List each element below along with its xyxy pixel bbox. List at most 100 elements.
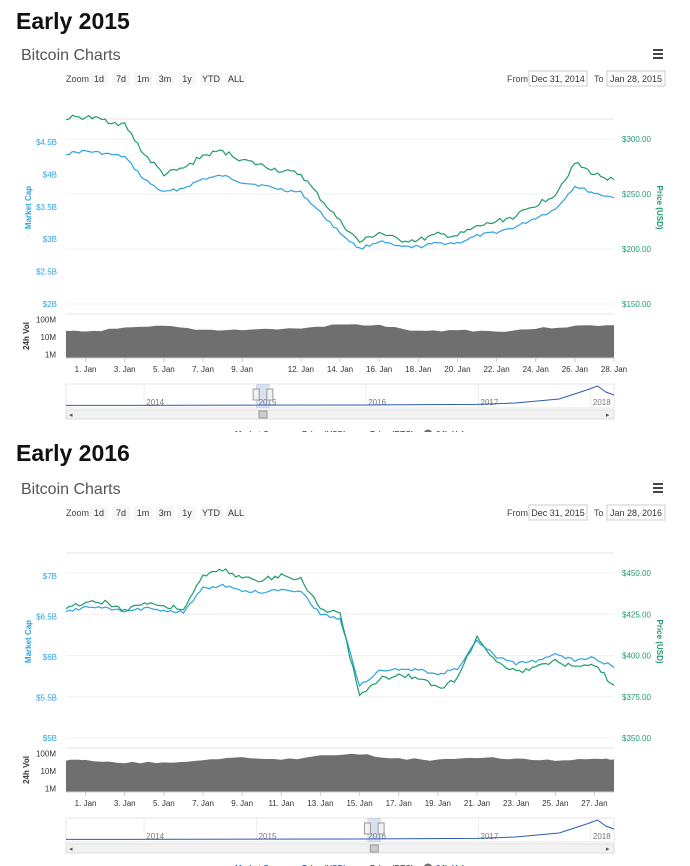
x-tick-label: 13. Jan	[307, 799, 333, 808]
x-tick-label: 20. Jan	[444, 365, 470, 374]
navigator-scrollbar-thumb[interactable]	[370, 845, 378, 852]
right-tick-label: $200.00	[622, 245, 651, 254]
navigator-handle[interactable]	[364, 823, 370, 834]
x-tick-label: 21. Jan	[464, 799, 490, 808]
scroll-right-arrow-icon[interactable]: ▸	[606, 846, 610, 853]
zoom-button-label: 1d	[94, 508, 104, 518]
volume-tick-label: 10M	[40, 333, 56, 342]
zoom-button-7d[interactable]: 7d	[112, 506, 130, 520]
x-tick-label: 5. Jan	[153, 365, 175, 374]
section-heading: Early 2015	[16, 8, 130, 35]
x-tick-label: 22. Jan	[483, 365, 509, 374]
navigator-year-label: 2017	[481, 832, 499, 841]
navigator-scrollbar-track[interactable]	[66, 844, 614, 853]
price-usd-line	[66, 115, 614, 242]
to-date-input[interactable]: Jan 28, 2015	[607, 71, 665, 86]
x-tick-label: 1. Jan	[75, 799, 97, 808]
zoom-button-1m[interactable]: 1m	[134, 506, 152, 520]
left-tick-label: $6.5B	[36, 613, 57, 622]
x-tick-label: 25. Jan	[542, 799, 568, 808]
x-tick-label: 14. Jan	[327, 365, 353, 374]
zoom-button-label: YTD	[202, 508, 221, 518]
navigator-handle-box	[364, 823, 370, 834]
to-label: To	[594, 74, 604, 84]
zoom-button-1d[interactable]: 1d	[90, 506, 108, 520]
zoom-button-label: 3m	[159, 508, 172, 518]
to-date-value: Jan 28, 2015	[610, 74, 662, 84]
menu-bar	[653, 57, 663, 59]
left-tick-label: $2.5B	[36, 268, 57, 277]
zoom-button-1d[interactable]: 1d	[90, 72, 108, 86]
zoom-button-ytd[interactable]: YTD	[200, 506, 222, 520]
navigator-year-label: 2015	[259, 832, 277, 841]
zoom-label: Zoom	[66, 508, 89, 518]
from-label: From	[507, 508, 528, 518]
x-tick-label: 16. Jan	[366, 365, 392, 374]
zoom-button-3m[interactable]: 3m	[156, 506, 174, 520]
right-tick-label: $375.00	[622, 693, 651, 702]
from-date-input[interactable]: Dec 31, 2014	[529, 71, 587, 86]
menu-bar	[653, 49, 663, 51]
left-axis-title: Market Cap	[24, 186, 33, 229]
zoom-button-ytd[interactable]: YTD	[200, 72, 222, 86]
chart-title: Bitcoin Charts	[21, 47, 121, 64]
right-tick-label: $350.00	[622, 734, 651, 743]
right-axis-title: Price (USD)	[655, 619, 664, 663]
x-tick-label: 9. Jan	[231, 799, 253, 808]
scroll-right-arrow-icon[interactable]: ▸	[606, 412, 610, 419]
navigator-scrollbar-thumb[interactable]	[259, 411, 267, 418]
zoom-button-3m[interactable]: 3m	[156, 72, 174, 86]
zoom-button-label: ALL	[228, 74, 244, 84]
zoom-button-all[interactable]: ALL	[226, 506, 246, 520]
menu-bar	[653, 483, 663, 485]
volume-area	[66, 754, 614, 792]
navigator-handle-box	[378, 823, 384, 834]
navigator-handle[interactable]	[253, 389, 259, 400]
navigator-scrollbar-track[interactable]	[66, 410, 614, 419]
x-tick-label: 5. Jan	[153, 799, 175, 808]
x-tick-label: 12. Jan	[288, 365, 314, 374]
left-tick-label: $2B	[43, 300, 57, 309]
volume-tick-label: 100M	[36, 749, 56, 758]
from-label: From	[507, 74, 528, 84]
from-date-value: Dec 31, 2014	[531, 74, 585, 84]
zoom-button-label: 1m	[137, 508, 150, 518]
to-date-value: Jan 28, 2016	[610, 508, 662, 518]
zoom-button-7d[interactable]: 7d	[112, 72, 130, 86]
left-tick-label: $3B	[43, 235, 57, 244]
hamburger-menu-icon[interactable]	[653, 483, 663, 493]
zoom-button-all[interactable]: ALL	[226, 72, 246, 86]
right-tick-label: $425.00	[622, 610, 651, 619]
menu-bar	[653, 487, 663, 489]
zoom-button-1m[interactable]: 1m	[134, 72, 152, 86]
scroll-left-arrow-icon[interactable]: ◂	[69, 846, 73, 853]
navigator-year-label: 2016	[368, 398, 386, 407]
right-tick-label: $400.00	[622, 652, 651, 661]
x-tick-label: 3. Jan	[114, 799, 136, 808]
x-tick-label: 17. Jan	[386, 799, 412, 808]
menu-bar	[653, 53, 663, 55]
zoom-button-1y[interactable]: 1y	[178, 506, 196, 520]
scroll-left-arrow-icon[interactable]: ◂	[69, 412, 73, 419]
left-axis-title: Market Cap	[24, 620, 33, 663]
right-tick-label: $150.00	[622, 300, 651, 309]
navigator-handle[interactable]	[378, 823, 384, 834]
left-tick-label: $4B	[43, 170, 57, 179]
right-axis-title: Price (USD)	[655, 185, 664, 229]
volume-tick-label: 10M	[40, 767, 56, 776]
navigator-handle-box	[253, 389, 259, 400]
navigator-year-label: 2018	[593, 832, 611, 841]
menu-bar	[653, 491, 663, 493]
volume-area	[66, 324, 614, 358]
zoom-button-1y[interactable]: 1y	[178, 72, 196, 86]
left-tick-label: $7B	[43, 572, 57, 581]
hamburger-menu-icon[interactable]	[653, 49, 663, 59]
right-tick-label: $450.00	[622, 569, 651, 578]
navigator-year-label: 2017	[481, 398, 499, 407]
to-date-input[interactable]: Jan 28, 2016	[607, 505, 665, 520]
navigator-handle[interactable]	[267, 389, 273, 400]
from-date-input[interactable]: Dec 31, 2015	[529, 505, 587, 520]
